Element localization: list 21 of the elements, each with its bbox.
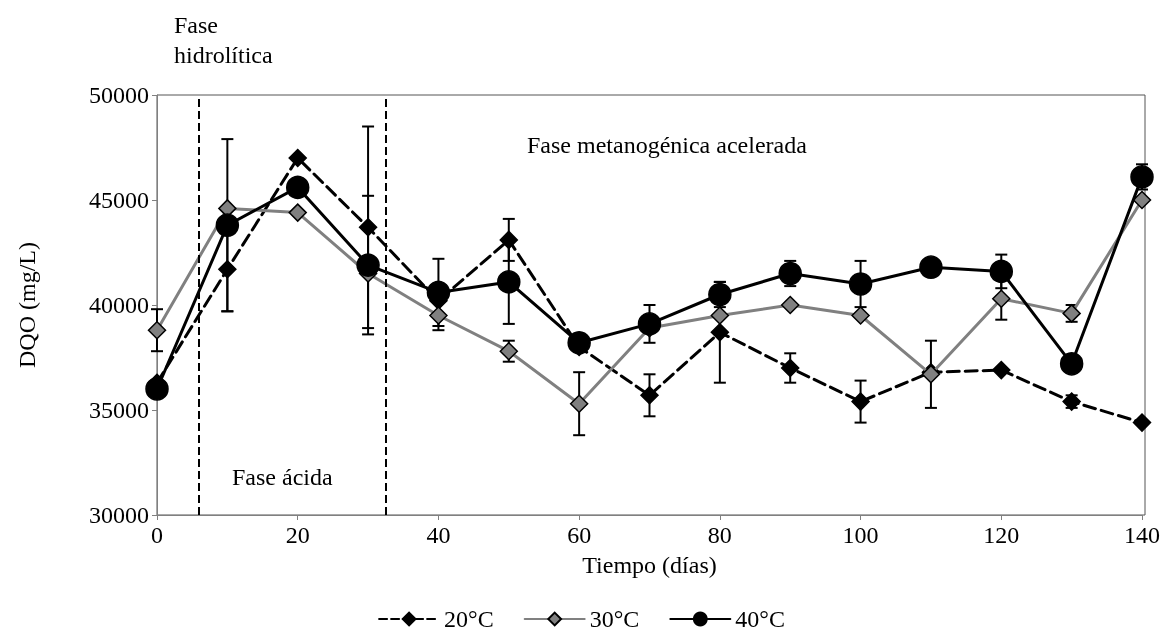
x-tick-label: 140 bbox=[1124, 522, 1160, 548]
y-tick-label: 50000 bbox=[89, 82, 149, 108]
x-tick-label: 80 bbox=[707, 522, 732, 548]
x-tick-label: 20 bbox=[285, 522, 310, 548]
y-tick-label: 45000 bbox=[89, 187, 149, 213]
annotation: Fase metanogénica acelerada bbox=[527, 132, 808, 158]
legend-label: 40°C bbox=[735, 606, 785, 632]
x-axis-title: Tiempo (días) bbox=[582, 552, 717, 578]
y-tick-label: 30000 bbox=[89, 502, 149, 528]
y-tick-label: 40000 bbox=[89, 292, 149, 318]
x-tick-label: 60 bbox=[567, 522, 592, 548]
x-tick-label: 100 bbox=[842, 522, 879, 548]
text: Fase hidrolítica bbox=[174, 12, 273, 68]
legend-label: 30°C bbox=[589, 606, 640, 632]
annotation: Fase ácida bbox=[232, 464, 333, 490]
x-tick-label: 40 bbox=[426, 522, 451, 548]
x-tick-label: 120 bbox=[983, 522, 1020, 548]
y-tick-label: 35000 bbox=[89, 397, 149, 423]
x-tick-label: 0 bbox=[151, 522, 163, 548]
legend-label: 20°C bbox=[444, 606, 494, 632]
y-axis-title: DQO (mg/L) bbox=[14, 242, 40, 368]
